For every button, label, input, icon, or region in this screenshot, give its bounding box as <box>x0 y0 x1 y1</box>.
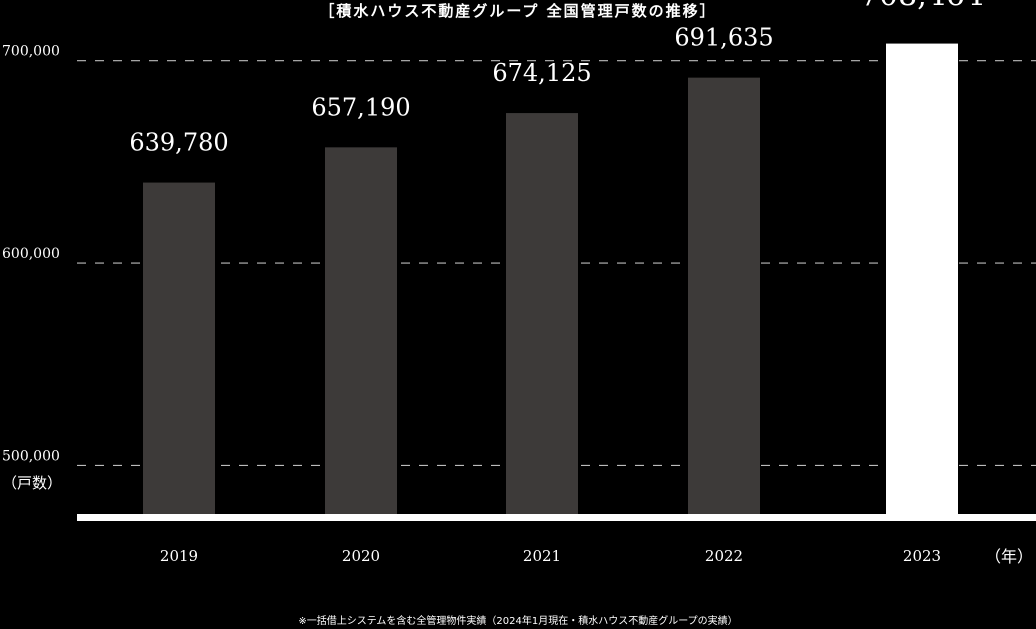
bar-2021 <box>506 113 578 514</box>
bar-2022 <box>688 77 760 514</box>
bar-2023 <box>886 43 958 515</box>
y-axis-unit-label: （戸数） <box>2 474 62 492</box>
bars <box>143 43 958 515</box>
x-tick-label: 2021 <box>523 547 561 565</box>
bar-2019 <box>143 182 215 515</box>
x-axis-unit-label: （年） <box>985 547 1033 566</box>
grid-lines <box>77 60 1036 467</box>
chart-title: ［積水ハウス不動産グループ 全国管理戸数の推移］ <box>319 2 716 20</box>
y-tick-label: 700,000 <box>2 44 60 60</box>
x-axis-baseline <box>77 514 1036 521</box>
data-label: 639,780 <box>129 129 228 157</box>
x-tick-label: 2022 <box>705 547 743 565</box>
x-tick-label: 2019 <box>160 547 198 565</box>
x-tick-label: 2020 <box>342 547 380 565</box>
y-tick-label: 600,000 <box>2 246 60 262</box>
x-tick-label: 2023 <box>903 547 941 565</box>
data-label: 657,190 <box>311 93 410 121</box>
footnote: ※一括借上システムを含む全管理物件実績（2024年1月現在・積水ハウス不動産グル… <box>298 614 737 627</box>
bar-2020 <box>325 147 397 515</box>
data-label: 691,635 <box>674 24 773 52</box>
y-tick-label: 500,000 <box>2 448 60 464</box>
labels: 500,000 600,000 700,000 639,780 2019 657,190 2… <box>2 0 984 565</box>
data-label: 674,125 <box>492 59 591 87</box>
data-label: 708,464 <box>860 0 984 14</box>
